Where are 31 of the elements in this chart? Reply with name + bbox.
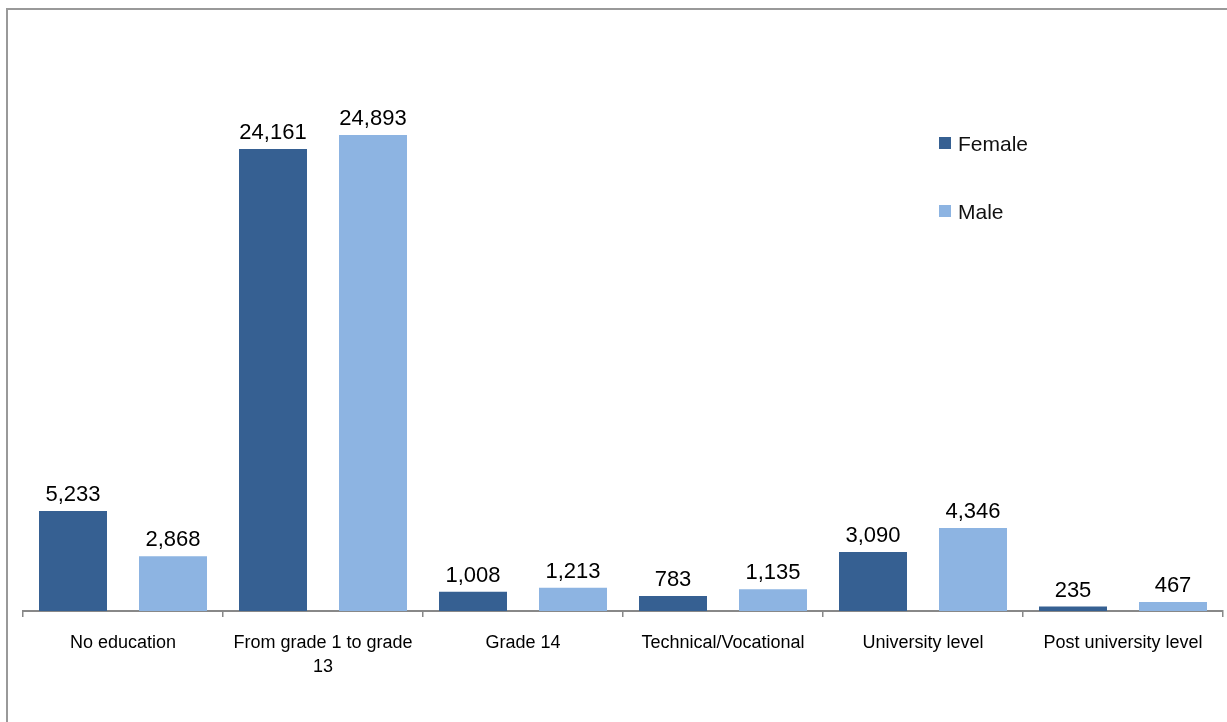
x-tick-label: No education [69,631,177,652]
data-label: 3,090 [845,521,901,547]
data-label: 467 [1154,572,1192,598]
bar [739,589,807,611]
bar [539,587,607,611]
x-tick-label: Post university level [1043,631,1203,652]
bar [439,591,507,611]
bar [339,135,407,611]
bar [639,596,707,611]
x-tick-label: University level [862,631,984,652]
bar [239,149,307,611]
bar [139,556,207,611]
x-tick-label: Grade 14 [485,631,561,652]
data-label: 4,346 [945,497,1001,523]
data-label: 5,233 [45,480,101,506]
data-label: 24,161 [239,119,307,145]
bar [939,527,1007,611]
data-label: 1,008 [445,561,501,587]
bar [839,551,907,611]
data-label: 24,893 [339,105,407,131]
data-label: 783 [654,566,692,592]
x-tick-label: Technical/Vocational [641,631,805,652]
data-label: 1,135 [745,559,801,585]
legend-label: Female [958,132,1029,155]
data-label: 235 [1054,576,1092,602]
bar [1139,602,1207,611]
data-label: 1,213 [545,557,601,583]
bar [39,510,107,611]
data-label: 2,868 [145,526,201,552]
x-tick-label: From grade 1 to grade 13 [233,631,413,676]
legend-label: Male [958,200,1004,223]
